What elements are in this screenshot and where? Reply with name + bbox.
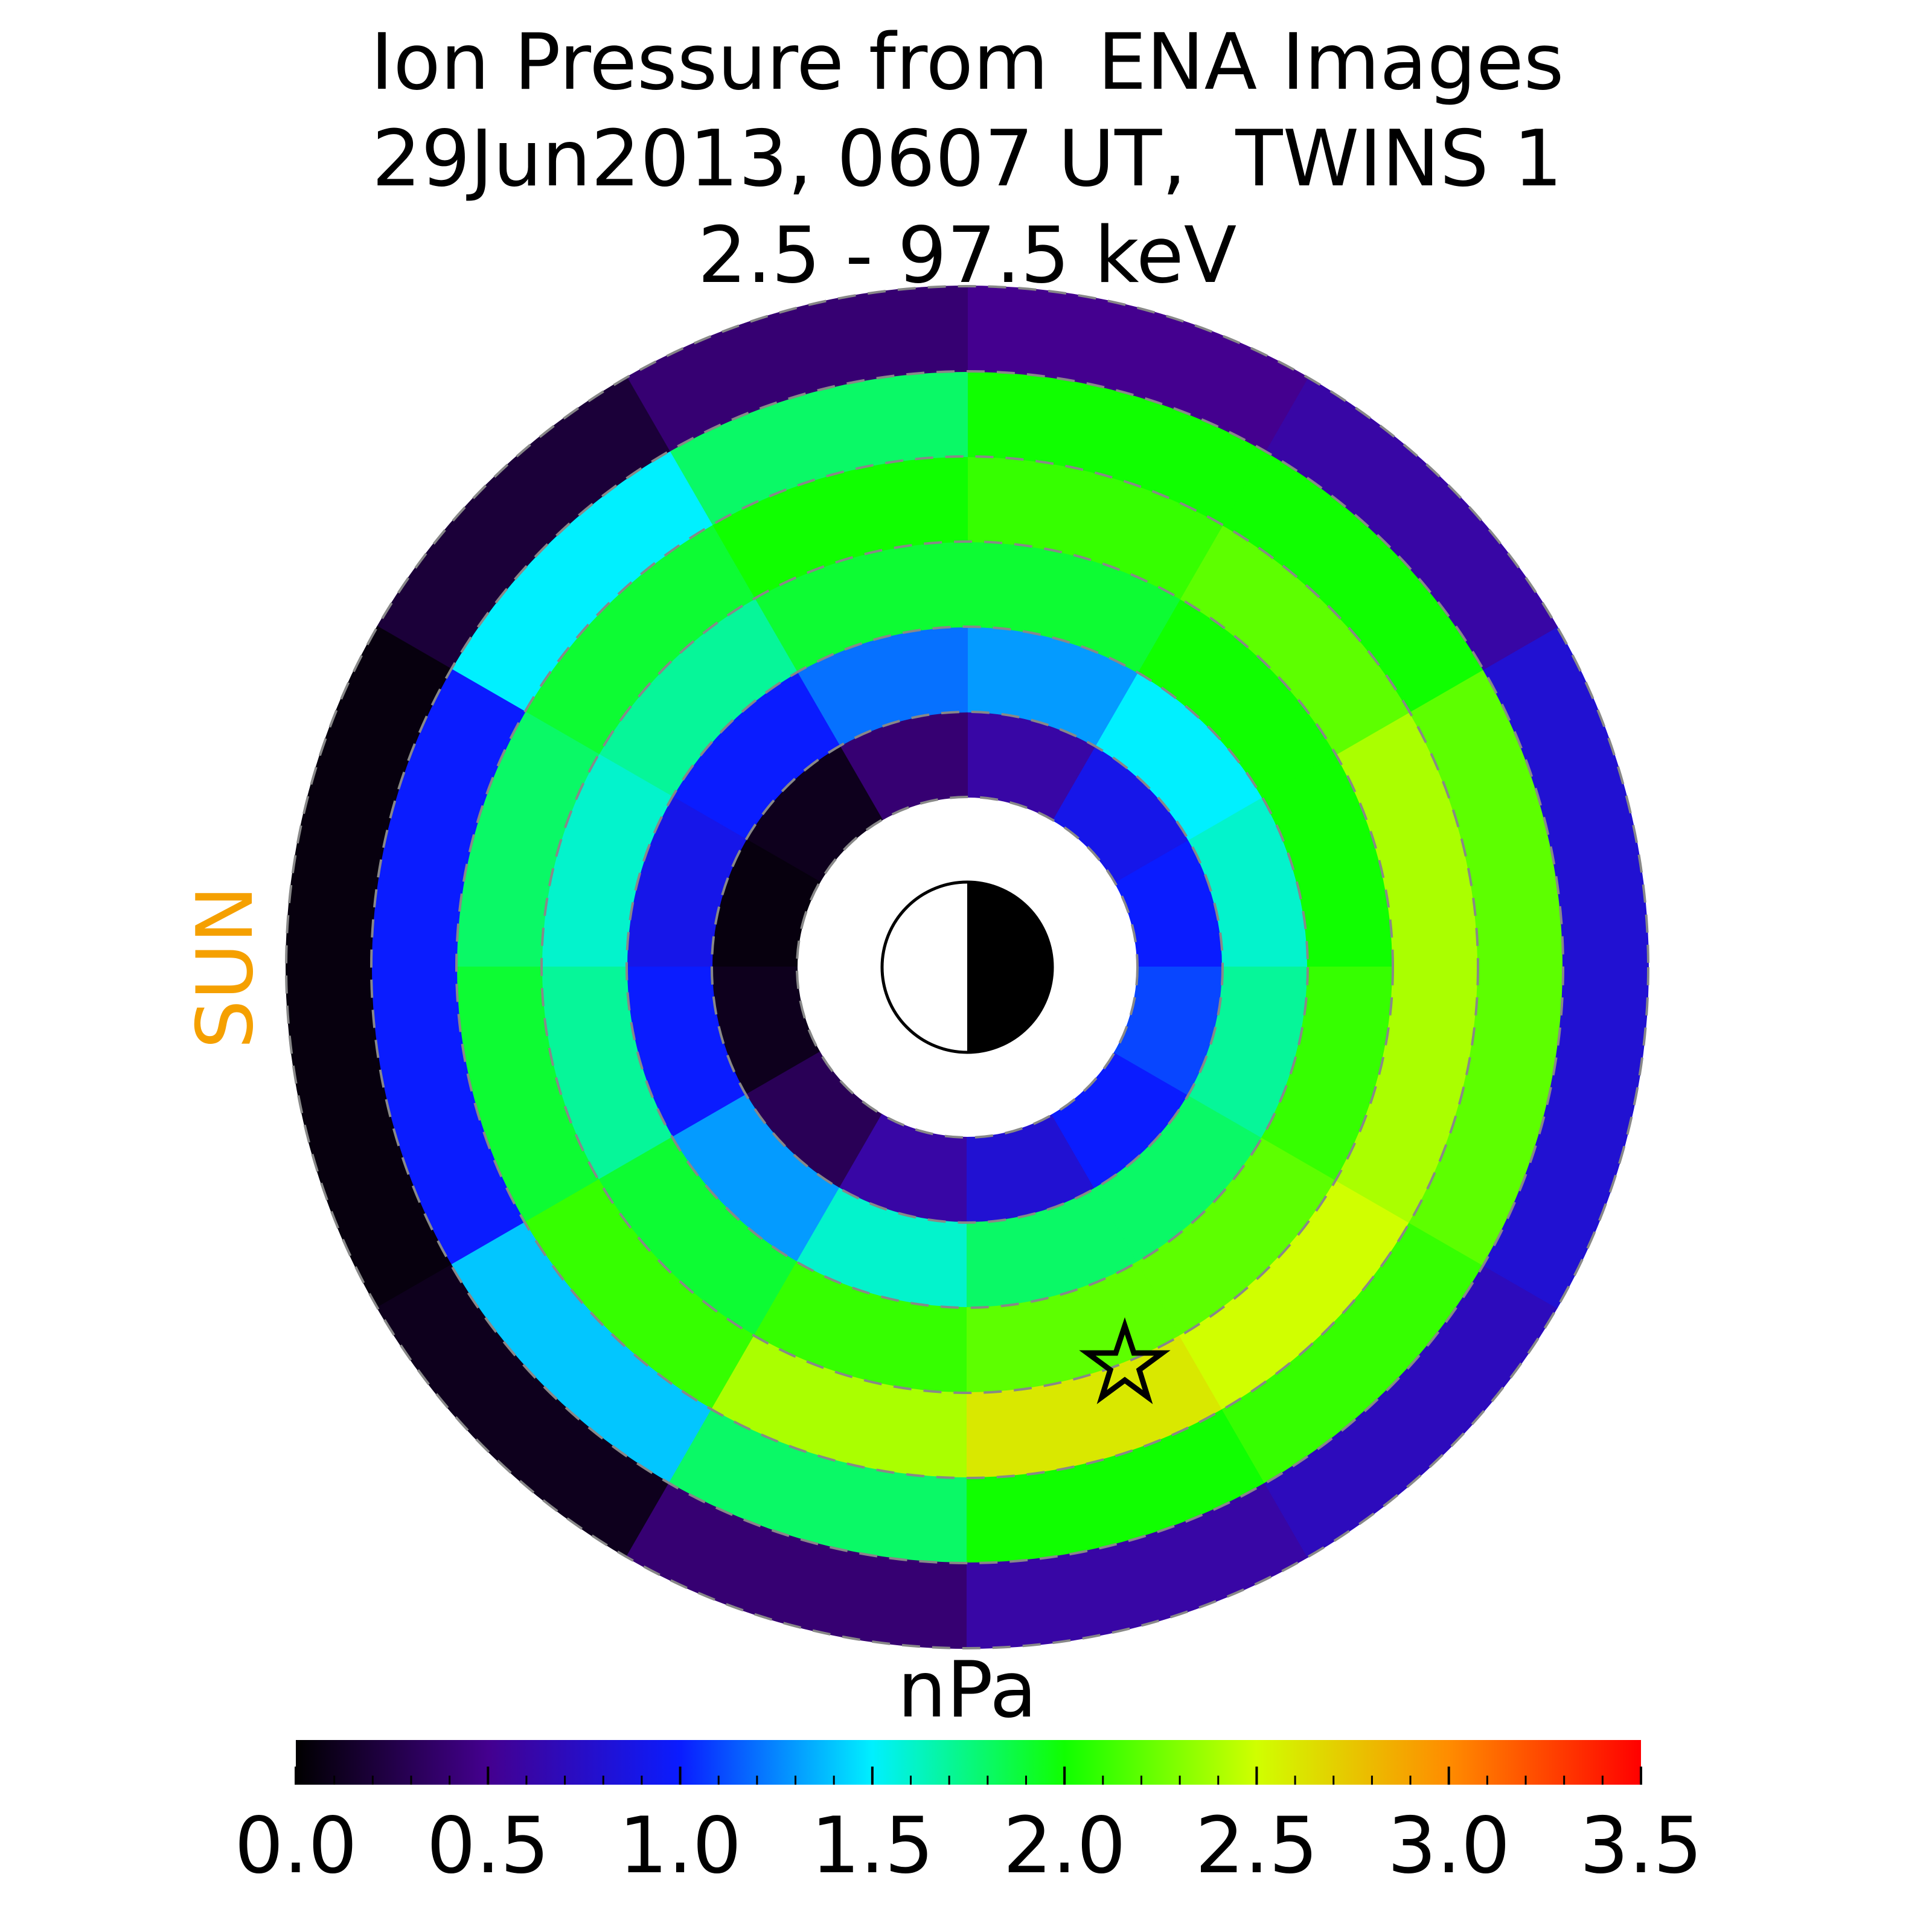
grid-circle	[455, 455, 1479, 1479]
title-line: 29Jun2013, 0607 UT, TWINS 1	[372, 114, 1563, 204]
colorbar-tick-label: 1.5	[811, 1801, 934, 1891]
earth-night	[967, 882, 1052, 1052]
radial-grid	[285, 285, 1649, 1649]
earth-symbol	[880, 880, 1054, 1054]
colorbar-tick-label: 3.5	[1579, 1801, 1703, 1891]
sun-label: SUN	[181, 886, 270, 1049]
colorbar-tick-label: 0.5	[427, 1801, 550, 1891]
colorbar-axis: 0.0 0.5 1.0 1.5 2.0 2.5 3.0 3.5	[234, 1767, 1703, 1891]
colorbar-tick-label: 2.0	[1003, 1801, 1126, 1891]
colorbar-tick-label: 3.0	[1387, 1801, 1511, 1891]
colorbar-tick-label: 1.0	[619, 1801, 742, 1891]
title-line: 2.5 - 97.5 keV	[698, 211, 1237, 301]
grid-circle	[285, 285, 1649, 1649]
grid-circle	[796, 796, 1139, 1139]
earth-outline	[880, 880, 1054, 1054]
colorbar-tick-label: 0.0	[234, 1801, 357, 1891]
heatmap	[285, 285, 1649, 1649]
colorbar-tick-label: 2.5	[1195, 1801, 1319, 1891]
grid-circle	[711, 711, 1224, 1224]
title-line: Ion Pressure from ENA Images	[371, 18, 1564, 107]
star-marker	[1079, 1317, 1171, 1404]
grid-circle	[540, 540, 1394, 1394]
grid-circle	[370, 370, 1564, 1564]
grid-circle	[625, 625, 1309, 1309]
colorbar-label: nPa	[898, 1645, 1037, 1735]
colorbar	[296, 1740, 1641, 1785]
